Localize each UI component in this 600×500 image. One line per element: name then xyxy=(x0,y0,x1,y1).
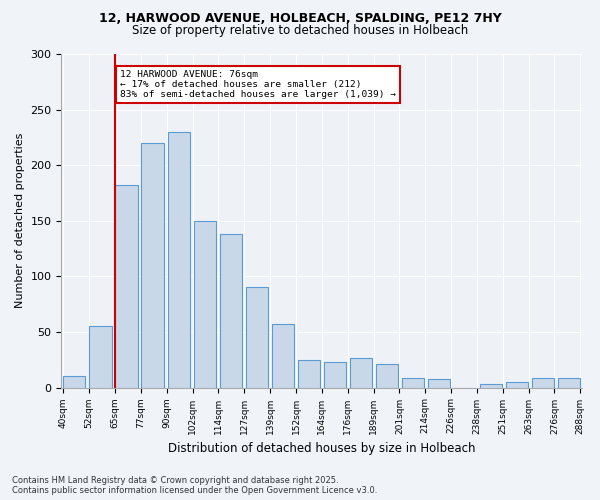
Bar xyxy=(324,362,346,388)
Bar xyxy=(64,376,85,388)
Bar xyxy=(142,143,164,388)
Bar xyxy=(298,360,320,388)
Bar xyxy=(428,378,450,388)
Bar xyxy=(506,382,528,388)
Bar xyxy=(220,234,242,388)
Bar xyxy=(350,358,372,388)
Bar xyxy=(245,288,268,388)
Bar xyxy=(558,378,580,388)
Text: 12 HARWOOD AVENUE: 76sqm
← 17% of detached houses are smaller (212)
83% of semi-: 12 HARWOOD AVENUE: 76sqm ← 17% of detach… xyxy=(120,70,396,100)
Text: Contains HM Land Registry data © Crown copyright and database right 2025.
Contai: Contains HM Land Registry data © Crown c… xyxy=(12,476,377,495)
Bar xyxy=(532,378,554,388)
Y-axis label: Number of detached properties: Number of detached properties xyxy=(15,133,25,308)
Bar xyxy=(115,185,137,388)
Bar xyxy=(376,364,398,388)
Bar xyxy=(272,324,294,388)
Bar xyxy=(402,378,424,388)
Text: Size of property relative to detached houses in Holbeach: Size of property relative to detached ho… xyxy=(132,24,468,37)
Bar xyxy=(480,384,502,388)
Bar xyxy=(89,326,112,388)
Bar xyxy=(194,221,216,388)
Bar xyxy=(167,132,190,388)
Text: 12, HARWOOD AVENUE, HOLBEACH, SPALDING, PE12 7HY: 12, HARWOOD AVENUE, HOLBEACH, SPALDING, … xyxy=(98,12,502,26)
X-axis label: Distribution of detached houses by size in Holbeach: Distribution of detached houses by size … xyxy=(168,442,476,455)
